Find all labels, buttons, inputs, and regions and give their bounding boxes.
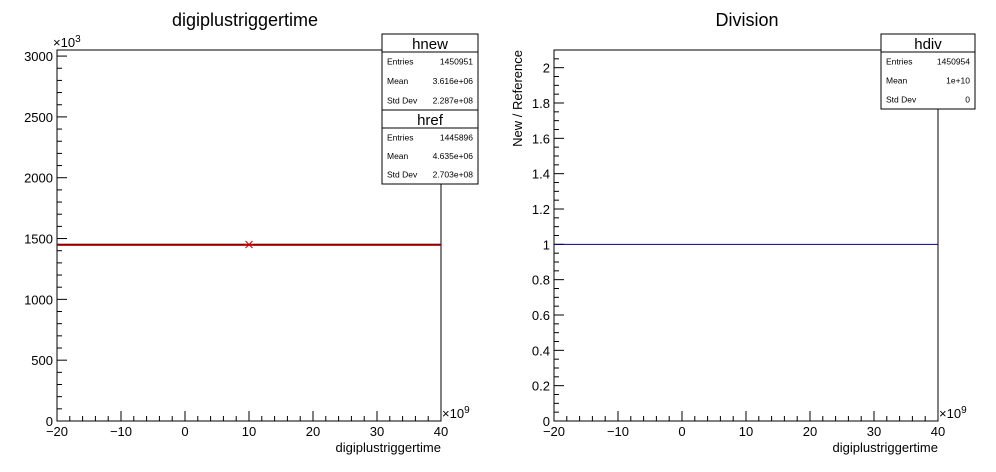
y-tick-label: 1.2 xyxy=(532,202,550,217)
stats-row-value: 2.703e+08 xyxy=(433,170,474,180)
x-tick-label: 0 xyxy=(181,424,188,439)
y-tick-label: 2 xyxy=(543,61,550,76)
x-tick-label: 40 xyxy=(434,424,448,439)
stats-box-href: href Entries 1445896 Mean 4.635e+06 Std Dev 2.… xyxy=(381,109,479,185)
stats-box-name: href xyxy=(417,112,444,129)
stats-box-frame xyxy=(381,109,479,185)
x-exponent-label: ×109 xyxy=(442,405,470,421)
y-axis-label: New / Reference xyxy=(510,50,525,147)
y-exponent-power: 3 xyxy=(75,34,81,45)
y-exponent-base: ×10 xyxy=(53,35,75,50)
x-exponent-label: ×109 xyxy=(939,405,967,421)
x-tick-label: 10 xyxy=(739,424,753,439)
y-tick-label: 2000 xyxy=(24,171,53,186)
y-tick-label: 0.6 xyxy=(532,308,550,323)
y-tick-label: 0 xyxy=(46,414,53,429)
y-tick-label: 0 xyxy=(543,414,550,429)
chart-title: Division xyxy=(715,10,778,30)
y-tick-label: 0.8 xyxy=(532,273,550,288)
x-axis-label: digiplustriggertime xyxy=(336,440,442,455)
stats-row-key: Std Dev xyxy=(387,170,418,180)
y-tick-label: 500 xyxy=(31,353,53,368)
y-tick-label: 2500 xyxy=(24,110,53,125)
stats-row-key: Entries xyxy=(387,132,413,142)
y-tick-label: 1 xyxy=(543,237,550,252)
x-tick-label: −20 xyxy=(46,424,68,439)
x-exponent-power: 9 xyxy=(961,405,967,416)
stats-row-value: 1e+10 xyxy=(946,76,970,86)
stats-row-key: Mean xyxy=(886,76,908,86)
x-tick-label: −10 xyxy=(607,424,629,439)
y-tick-label: 0.2 xyxy=(532,379,550,394)
chart-1: digiplustriggertime−20 −10 0 10 20 30 40×109di… xyxy=(24,10,479,455)
stats-box-name: hdiv xyxy=(914,36,942,53)
series-marker xyxy=(245,240,253,249)
x-tick-label: 40 xyxy=(931,424,945,439)
x-axis-label: digiplustriggertime xyxy=(833,440,939,455)
x-tick-label: 30 xyxy=(867,424,881,439)
stats-row-value: 2.287e+08 xyxy=(433,95,474,105)
x-tick-label: 0 xyxy=(678,424,685,439)
stats-row-key: Entries xyxy=(886,57,912,67)
y-exponent-label: ×103 xyxy=(53,34,81,50)
y-tick-label: 0.4 xyxy=(532,343,550,358)
x-tick-label: 30 xyxy=(370,424,384,439)
stats-row-value: 1450954 xyxy=(937,57,970,67)
stats-row-key: Std Dev xyxy=(886,95,917,105)
y-tick-label: 1.6 xyxy=(532,131,550,146)
stats-box-name: hnew xyxy=(412,36,448,53)
stats-box-frame xyxy=(381,33,479,111)
x-tick-label: −10 xyxy=(110,424,132,439)
x-exponent-base: ×10 xyxy=(939,406,961,421)
y-tick-label: 1500 xyxy=(24,232,53,247)
y-tick-label: 1000 xyxy=(24,292,53,307)
stats-box-frame xyxy=(880,33,976,110)
chart-title: digiplustriggertime xyxy=(172,10,318,30)
chart-2: Division−20 −10 0 10 20 30 40×109digiplustrigg… xyxy=(510,10,976,455)
stats-row-key: Mean xyxy=(387,76,409,86)
y-tick-label: 3000 xyxy=(24,49,53,64)
x-tick-label: −20 xyxy=(543,424,565,439)
stats-row-value: 1445896 xyxy=(440,132,473,142)
stats-row-value: 1450951 xyxy=(440,57,473,67)
x-exponent-base: ×10 xyxy=(442,406,464,421)
stats-row-value: 4.635e+06 xyxy=(433,151,474,161)
plot-frame xyxy=(553,49,939,422)
stats-row-key: Std Dev xyxy=(387,95,418,105)
y-tick-label: 1.4 xyxy=(532,167,550,182)
x-tick-label: 20 xyxy=(306,424,320,439)
x-tick-label: 10 xyxy=(242,424,256,439)
stats-box-hnew: hnew Entries 1450951 Mean 3.616e+06 Std Dev 2.… xyxy=(381,33,479,111)
y-tick-label: 1.8 xyxy=(532,96,550,111)
x-tick-label: 20 xyxy=(803,424,817,439)
stats-row-value: 0 xyxy=(965,95,970,105)
stats-row-value: 3.616e+06 xyxy=(433,76,474,86)
stats-row-key: Mean xyxy=(387,151,409,161)
stats-row-key: Entries xyxy=(387,57,413,67)
x-exponent-power: 9 xyxy=(464,405,470,416)
